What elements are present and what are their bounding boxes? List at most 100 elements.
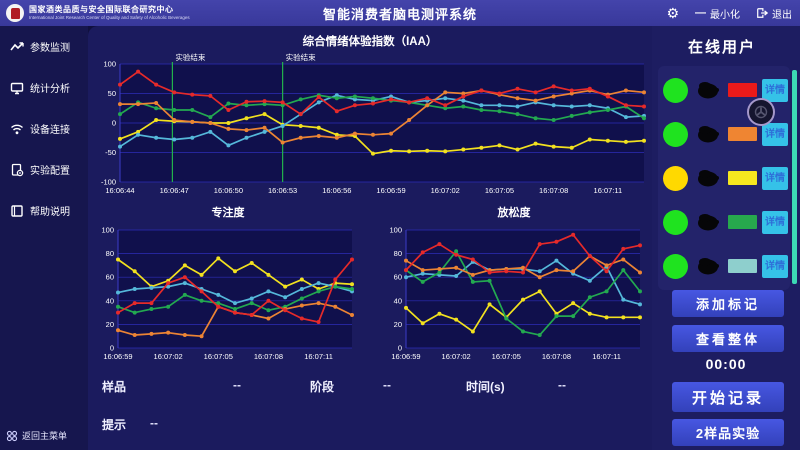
sidebar-item-1[interactable]: 参数监测	[0, 26, 88, 67]
mouse-cursor-badge	[747, 98, 775, 126]
sidebar-item-label: 参数监测	[30, 43, 70, 54]
series-green	[116, 284, 354, 315]
svg-text:60: 60	[394, 273, 402, 282]
svg-text:实验结束: 实验结束	[286, 52, 316, 62]
iaa-chart-title: 综合情绪体验指数（IAA）	[302, 36, 438, 48]
svg-text:16:06:44: 16:06:44	[105, 186, 134, 195]
user-detail-button[interactable]: 详情	[762, 166, 788, 190]
svg-text:60: 60	[106, 273, 114, 282]
svg-text:16:06:53: 16:06:53	[268, 186, 297, 195]
user-detail-button[interactable]: 详情	[762, 122, 788, 146]
user-status-dot	[663, 121, 688, 147]
title-bar: 国家酒类品质与安全国际联合研究中心 International Joint Re…	[0, 0, 800, 26]
user-series-color-bar	[728, 215, 757, 229]
main-content: 综合情绪体验指数（IAA） 100 50 0 -50 -100 16:06:44 16:06…	[88, 26, 652, 450]
hint-label: 提示	[102, 418, 127, 432]
svg-text:0: 0	[112, 119, 116, 128]
svg-text:16:07:02: 16:07:02	[154, 352, 183, 361]
exit-button[interactable]: 退出	[756, 6, 792, 21]
svg-text:16:06:59: 16:06:59	[376, 186, 405, 195]
svg-text:40: 40	[106, 296, 114, 305]
recording-timer: 00:00	[705, 356, 747, 372]
user-status-dot	[663, 253, 688, 279]
org-name-cn: 国家酒类品质与安全国际联合研究中心	[29, 4, 174, 14]
online-user-row-2: 详情	[658, 113, 790, 155]
series-red	[118, 69, 646, 117]
x-axis: 16:06:59 16:07:02 16:07:05 16:07:08 16:07:11	[103, 352, 332, 361]
svg-text:20: 20	[394, 320, 402, 329]
svg-text:80: 80	[106, 249, 114, 258]
grid-menu-icon	[6, 430, 18, 441]
user-detail-button[interactable]: 详情	[762, 254, 788, 278]
svg-text:实验结束: 实验结束	[175, 52, 205, 62]
series-red	[404, 232, 642, 275]
book-icon	[11, 204, 23, 217]
sidebar-item-3[interactable]: 设备连接	[0, 108, 88, 149]
start-recording-button[interactable]: 开始记录	[672, 382, 784, 412]
svg-text:16:07:11: 16:07:11	[592, 352, 621, 361]
series-orange	[404, 253, 642, 280]
monitor-icon	[10, 82, 24, 94]
online-users-panel: 在线用户 详情 详情 详情 详情 详情 添加标记 查看整体 00:00 开始记录 2样品…	[652, 26, 800, 450]
series-green	[404, 249, 642, 338]
svg-text:40: 40	[394, 296, 402, 305]
sample-experiment-button[interactable]: 2样品实验	[672, 419, 784, 446]
exit-label: 退出	[772, 9, 792, 21]
sample-value: --	[233, 378, 241, 392]
back-to-main-menu-label: 返回主菜单	[22, 431, 68, 441]
y-axis: 100 80 60 40 20 0	[389, 226, 640, 353]
user-series-color-bar	[728, 259, 757, 273]
user-list-scrollbar[interactable]	[792, 70, 797, 284]
sidebar: 参数监测统计分析设备连接实验配置帮助说明 返回主菜单	[0, 26, 88, 450]
svg-text:16:07:05: 16:07:05	[485, 186, 514, 195]
focus-chart-title: 专注度	[211, 207, 245, 219]
online-user-row-1: 详情	[658, 69, 790, 111]
relax-chart-title: 放松度	[497, 207, 531, 219]
svg-text:100: 100	[103, 60, 116, 69]
settings-gear-icon[interactable]: ⚙	[666, 5, 679, 21]
user-series-color-bar	[728, 127, 757, 141]
svg-text:16:06:59: 16:06:59	[391, 352, 420, 361]
eeg-headset-icon	[698, 82, 719, 99]
series-yellow	[404, 289, 642, 334]
sidebar-item-4[interactable]: 实验配置	[0, 149, 88, 190]
user-series-color-bar	[728, 171, 757, 185]
experiment-end-marker: 实验结束	[282, 52, 316, 182]
user-status-dot	[663, 209, 688, 235]
online-users-title: 在线用户	[687, 39, 756, 56]
svg-text:16:06:56: 16:06:56	[322, 186, 351, 195]
online-user-row-3: 详情	[658, 157, 790, 199]
sample-label: 样品	[102, 380, 127, 394]
minimize-button[interactable]: — 最小化	[695, 6, 740, 21]
sidebar-item-label: 实验配置	[30, 166, 70, 177]
hint-value: --	[150, 416, 158, 430]
svg-text:16:07:02: 16:07:02	[431, 186, 460, 195]
config-icon	[11, 163, 24, 176]
eeg-headset-icon	[698, 258, 719, 275]
sidebar-item-2[interactable]: 统计分析	[0, 67, 88, 108]
online-user-row-4: 详情	[658, 201, 790, 243]
add-marker-button[interactable]: 添加标记	[672, 290, 784, 317]
exit-icon	[757, 8, 768, 18]
user-detail-button[interactable]: 详情	[762, 210, 788, 234]
back-to-main-menu-button[interactable]: 返回主菜单	[6, 429, 67, 442]
view-overall-button[interactable]: 查看整体	[672, 325, 784, 352]
svg-text:16:07:08: 16:07:08	[542, 352, 571, 361]
sidebar-item-label: 设备连接	[30, 125, 70, 136]
user-detail-button[interactable]: 详情	[762, 78, 788, 102]
svg-text:16:06:59: 16:06:59	[103, 352, 132, 361]
svg-text:16:07:02: 16:07:02	[442, 352, 471, 361]
svg-text:16:07:11: 16:07:11	[594, 186, 623, 195]
svg-text:100: 100	[101, 226, 114, 235]
sidebar-item-label: 帮助说明	[30, 207, 70, 218]
app-title: 智能消费者脑电测评系统	[322, 6, 477, 22]
minimize-icon: —	[695, 7, 706, 19]
sidebar-item-5[interactable]: 帮助说明	[0, 190, 88, 231]
svg-text:16:06:50: 16:06:50	[214, 186, 243, 195]
user-status-dot	[663, 165, 688, 191]
user-series-color-bar	[728, 83, 757, 97]
svg-text:16:07:08: 16:07:08	[254, 352, 283, 361]
